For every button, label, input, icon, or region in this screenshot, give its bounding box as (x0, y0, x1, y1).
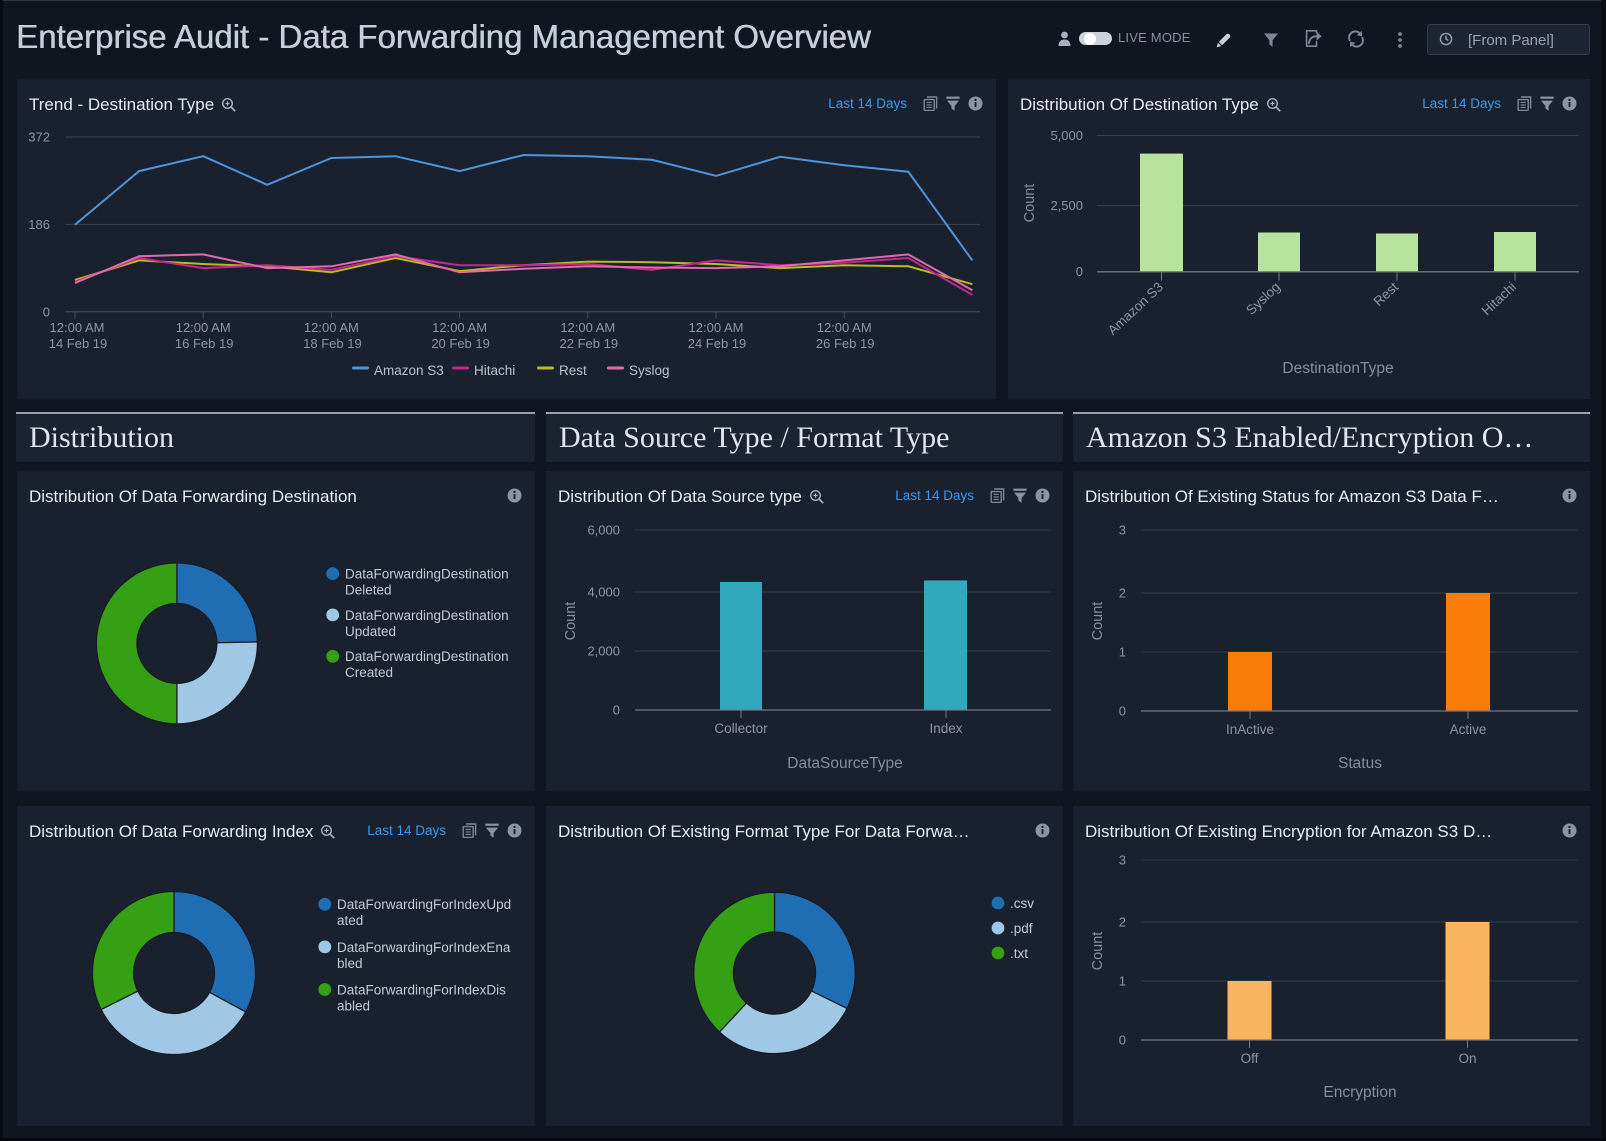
svg-text:Updated: Updated (345, 624, 396, 639)
svg-text:Hitachi: Hitachi (474, 363, 515, 378)
svg-text:DataForwardingDestination: DataForwardingDestination (345, 649, 509, 664)
svg-text:Count: Count (563, 602, 579, 641)
svg-text:12:00 AM: 12:00 AM (50, 320, 105, 335)
svg-text:12:00 AM: 12:00 AM (304, 320, 359, 335)
svg-text:Off: Off (1241, 1051, 1259, 1066)
svg-text:12:00 AM: 12:00 AM (432, 320, 487, 335)
svg-text:.csv: .csv (1010, 896, 1034, 911)
svg-text:18 Feb 19: 18 Feb 19 (303, 336, 362, 351)
svg-text:372: 372 (28, 130, 50, 145)
svg-text:DataForwardingDestination: DataForwardingDestination (345, 567, 509, 582)
svg-text:1: 1 (1119, 645, 1126, 660)
svg-text:Rest: Rest (559, 363, 587, 378)
svg-text:DataForwardingDestination: DataForwardingDestination (345, 608, 509, 623)
svg-text:22 Feb 19: 22 Feb 19 (560, 336, 619, 351)
svg-text:12:00 AM: 12:00 AM (176, 320, 231, 335)
svg-text:0: 0 (613, 703, 620, 718)
svg-text:20 Feb 19: 20 Feb 19 (431, 336, 490, 351)
svg-text:3: 3 (1119, 853, 1126, 868)
svg-text:Hitachi: Hitachi (1479, 279, 1519, 318)
svg-text:Count: Count (1090, 932, 1106, 971)
svg-text:Rest: Rest (1371, 279, 1402, 309)
svg-text:2,500: 2,500 (1050, 198, 1083, 213)
svg-text:Collector: Collector (714, 721, 768, 736)
svg-text:Amazon S3: Amazon S3 (374, 363, 444, 378)
svg-text:3: 3 (1119, 523, 1126, 538)
svg-text:0: 0 (43, 304, 50, 319)
svg-text:DataSourceType: DataSourceType (787, 755, 902, 772)
svg-text:Status: Status (1338, 755, 1382, 772)
svg-text:.txt: .txt (1010, 946, 1028, 961)
svg-text:24 Feb 19: 24 Feb 19 (688, 336, 747, 351)
svg-text:12:00 AM: 12:00 AM (689, 320, 744, 335)
svg-text:DataForwardingForIndexUpd: DataForwardingForIndexUpd (337, 897, 511, 912)
svg-text:2,000: 2,000 (587, 644, 620, 659)
svg-text:12:00 AM: 12:00 AM (817, 320, 872, 335)
svg-text:Active: Active (1450, 722, 1487, 737)
svg-text:Amazon S3: Amazon S3 (1105, 279, 1166, 338)
svg-text:ated: ated (337, 913, 363, 928)
svg-text:.pdf: .pdf (1010, 921, 1033, 936)
svg-text:abled: abled (337, 998, 370, 1013)
svg-text:16 Feb 19: 16 Feb 19 (175, 336, 234, 351)
svg-text:Index: Index (929, 721, 962, 736)
svg-text:bled: bled (337, 956, 363, 971)
svg-text:0: 0 (1119, 704, 1126, 719)
svg-text:Syslog: Syslog (1243, 279, 1283, 318)
svg-text:Syslog: Syslog (629, 363, 670, 378)
svg-text:186: 186 (28, 217, 50, 232)
svg-text:2: 2 (1119, 915, 1126, 930)
svg-text:DestinationType: DestinationType (1282, 360, 1393, 377)
svg-text:26 Feb 19: 26 Feb 19 (816, 336, 875, 351)
svg-text:1: 1 (1119, 974, 1126, 989)
svg-text:Encryption: Encryption (1323, 1084, 1396, 1101)
svg-text:InActive: InActive (1226, 722, 1274, 737)
svg-text:On: On (1458, 1051, 1476, 1066)
svg-text:DataForwardingForIndexDis: DataForwardingForIndexDis (337, 982, 506, 997)
svg-text:DataForwardingForIndexEna: DataForwardingForIndexEna (337, 940, 511, 955)
svg-text:5,000: 5,000 (1050, 128, 1083, 143)
svg-text:4,000: 4,000 (587, 585, 620, 600)
svg-text:14 Feb 19: 14 Feb 19 (49, 336, 108, 351)
svg-text:0: 0 (1119, 1033, 1126, 1048)
svg-text:2: 2 (1119, 586, 1126, 601)
svg-text:Deleted: Deleted (345, 583, 392, 598)
svg-text:Created: Created (345, 665, 393, 680)
svg-text:Count: Count (1090, 602, 1106, 641)
svg-text:6,000: 6,000 (587, 523, 620, 538)
svg-text:12:00 AM: 12:00 AM (560, 320, 615, 335)
svg-text:Count: Count (1022, 184, 1038, 223)
svg-text:0: 0 (1076, 264, 1083, 279)
